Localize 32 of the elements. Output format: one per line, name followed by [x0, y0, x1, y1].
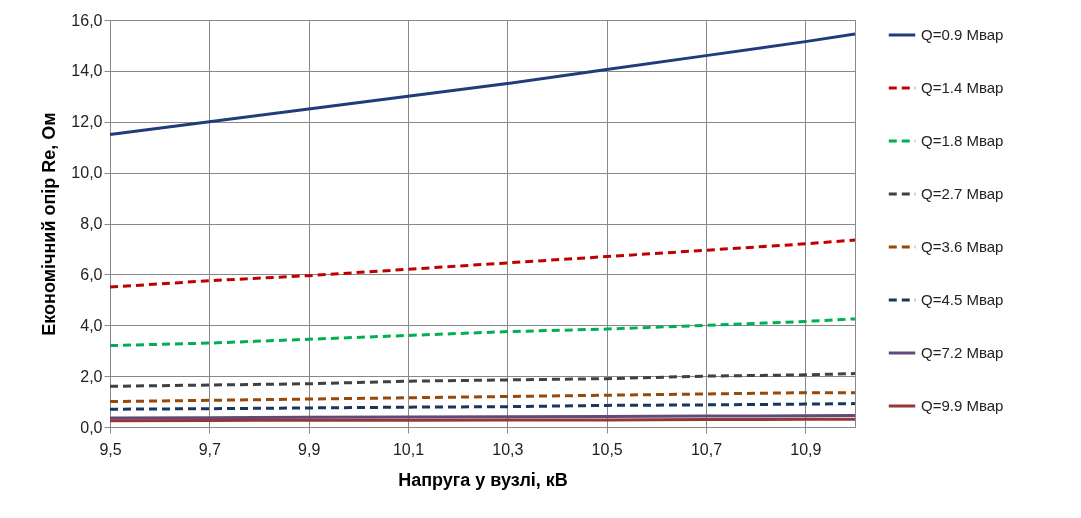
y-tick-label: 12,0 [71, 113, 103, 131]
y-tick-label: 0,0 [80, 418, 103, 436]
x-tick-label: 9,9 [298, 440, 321, 458]
x-tick-label: 10,1 [392, 440, 425, 458]
line-series [108, 32, 857, 136]
x-tick-label: 10,7 [690, 440, 723, 458]
legend-label: Q=1.8 Мвар [921, 132, 1004, 149]
y-tick-label: 16,0 [71, 11, 103, 29]
legend-label: Q=4.5 Мвар [921, 291, 1004, 308]
x-tick-label: 9,5 [99, 440, 122, 458]
x-tick-label: 9,7 [198, 440, 222, 458]
legend-label: Q=1.4 Мвар [921, 79, 1004, 96]
legend-label: Q=7.2 Мвар [921, 344, 1004, 361]
y-tick-label: 10,0 [71, 164, 103, 182]
line-series [108, 372, 857, 388]
y-tick-label: 14,0 [71, 62, 103, 80]
y-tick-label: 8,0 [80, 215, 103, 232]
x-tick-label: 10,5 [591, 440, 623, 458]
line-series [108, 317, 857, 348]
x-tick-label: 10,3 [492, 440, 524, 458]
y-tick-label: 4,0 [80, 316, 103, 334]
x-tick-label: 10,9 [790, 440, 822, 458]
legend-label: Q=0.9 Мвар [921, 26, 1004, 43]
y-tick-label: 6,0 [80, 265, 103, 283]
legend-label: Q=9.9 Мвар [921, 397, 1004, 414]
line-series [108, 391, 857, 404]
legend-label: Q=2.7 Мвар [921, 185, 1004, 202]
legend-label: Q=3.6 Мвар [921, 238, 1004, 255]
y-tick-label: 2,0 [80, 367, 103, 385]
y-axis-title: Економічний опір Re, Ом [39, 112, 60, 336]
x-axis-title: Напруга у вузлі, кВ [398, 469, 568, 490]
line-series [108, 238, 857, 289]
